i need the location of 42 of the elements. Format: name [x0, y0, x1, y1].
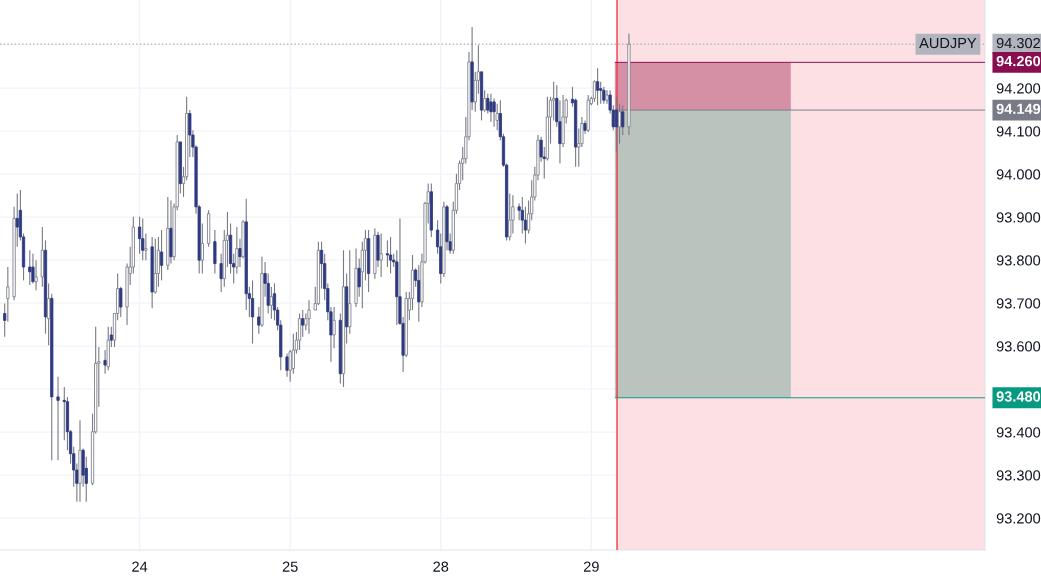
y-tick-label: 94.200: [996, 83, 1041, 94]
candlestick: [119, 286, 123, 318]
y-tick-label: 93.400: [996, 427, 1041, 438]
x-tick-label: 29: [583, 561, 599, 572]
candlestick: [28, 249, 32, 286]
candlestick: [56, 376, 60, 461]
candlestick: [492, 97, 496, 128]
candlestick: [6, 266, 10, 323]
candlestick: [159, 229, 164, 281]
y-tick-label: 93.700: [996, 298, 1041, 309]
y-tick-label: 93.200: [996, 513, 1041, 524]
y-tick-label: 94.000: [996, 169, 1041, 180]
candlestick: [250, 279, 255, 345]
candlestick: [141, 217, 145, 261]
candlestick: [508, 192, 512, 241]
candlestick: [483, 89, 487, 113]
candlestick: [595, 67, 600, 106]
candlestick: [489, 93, 493, 123]
candlestick: [301, 309, 305, 338]
ref-line-label: 93.480: [996, 391, 1041, 402]
candlestick: [213, 229, 217, 275]
candlestick: [200, 223, 204, 275]
ref-line-label: 94.260: [996, 55, 1041, 67]
annotation: AUDJPY: [919, 38, 977, 49]
candlestick: [307, 299, 311, 335]
y-tick-label: 93.800: [996, 255, 1041, 266]
candlestick: [269, 286, 273, 320]
candlestick: [285, 352, 289, 378]
y-tick-label: 93.900: [996, 212, 1041, 223]
x-tick-label: 25: [282, 561, 298, 572]
y-tick-label: 93.600: [996, 341, 1041, 352]
candlestick: [348, 249, 352, 335]
ref-line-label: 94.302: [996, 37, 1040, 49]
candlestick: [297, 312, 302, 351]
candlestick: [153, 238, 157, 295]
candlestick: [144, 232, 148, 261]
y-tick-label: 93.300: [996, 470, 1041, 481]
y-tick-label: 94.100: [996, 126, 1041, 137]
ref-line-label: 94.149: [996, 103, 1041, 114]
candlestick: [417, 264, 421, 323]
x-tick-label: 28: [433, 561, 449, 572]
x-tick-label: 24: [132, 561, 148, 572]
